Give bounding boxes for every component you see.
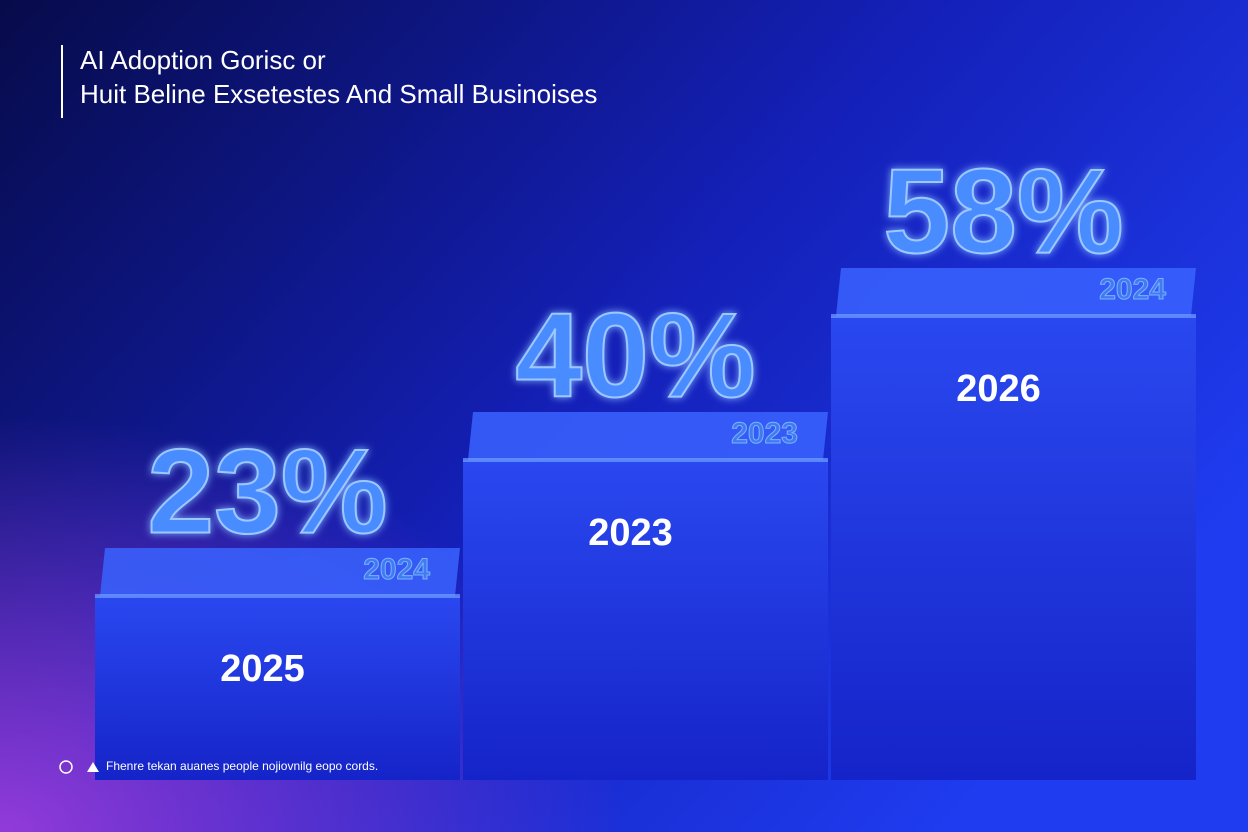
bar-top <box>468 412 828 460</box>
badge-label: 2024 <box>363 553 430 586</box>
badge-label: 2023 <box>731 417 798 450</box>
bar-top <box>100 548 460 596</box>
bar <box>831 316 1196 780</box>
value-label: 58% <box>883 145 1123 279</box>
x-tick-label: 2025 <box>220 648 305 690</box>
value-label: 40% <box>515 289 755 423</box>
badge-label: 2024 <box>1099 273 1166 306</box>
bar-edge <box>831 314 1196 318</box>
bar <box>95 596 460 780</box>
value-label: 23% <box>147 425 387 559</box>
bar-edge <box>95 594 460 598</box>
x-tick-label: 2026 <box>956 368 1041 410</box>
x-tick-label: 2023 <box>588 512 673 554</box>
bar-top <box>836 268 1196 316</box>
footer-icon <box>87 762 99 772</box>
chart-title: AI Adoption Gorisc or <box>80 45 326 75</box>
footnote: Fhenre tekan auanes people nojiovnilg eo… <box>106 759 378 773</box>
bar-edge <box>463 458 828 462</box>
chart-subtitle: Huit Beline Exsetestes And Small Businoi… <box>80 79 597 109</box>
bar <box>463 460 828 780</box>
footer-icon <box>59 760 73 774</box>
